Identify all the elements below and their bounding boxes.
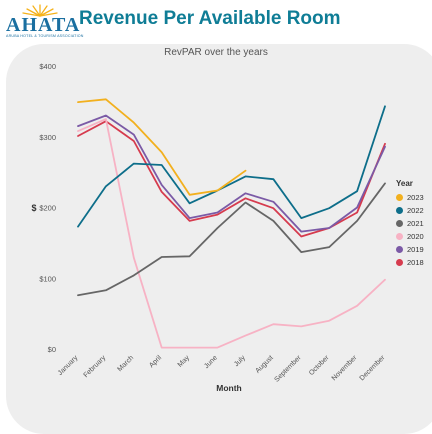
x-tick-label: May [177,354,192,369]
x-tick-label: September [274,354,304,384]
x-tick-label: July [233,354,247,368]
series-line-2019 [77,114,386,233]
header: AHATA ARUBA HOTEL & TOURISM ASSOCIATION … [0,0,432,44]
x-tick-label: August [254,354,274,374]
chart-title: RevPAR over the years [164,47,268,58]
y-tick-label: $200 [39,204,56,213]
y-tick-label: $0 [48,345,56,354]
legend-swatch [396,207,403,214]
legend-label: 2023 [407,193,424,202]
x-axis-label: Month [216,383,242,393]
x-tick-label: April [148,354,163,369]
series-line-2023 [77,98,247,196]
revpar-line-chart: $0 $100 $200 $300 $400 January February March A… [31,62,387,393]
legend-label: 2021 [407,219,424,228]
page-title: Revenue Per Available Room [79,8,341,29]
series-line-2018 [77,120,386,238]
legend-item-2021[interactable]: 2021 [396,217,432,230]
logo-text: AHATA [6,14,81,36]
y-axis-label: $ [31,203,36,213]
y-tick-label: $100 [39,274,56,283]
legend-item-2022[interactable]: 2022 [396,204,432,217]
x-tick-label: March [117,354,136,373]
y-tick-label: $400 [39,62,56,71]
legend-item-2019[interactable]: 2019 [396,243,432,256]
legend-swatch [396,233,403,240]
legend-item-2018[interactable]: 2018 [396,256,432,269]
legend-swatch [396,194,403,201]
legend-title: Year [396,179,413,188]
y-tick-label: $300 [39,133,56,142]
legend-swatch [396,246,403,253]
legend-item-2020[interactable]: 2020 [396,230,432,243]
chart-card [6,44,432,434]
x-tick-label: December [359,354,387,382]
legend-label: 2022 [407,206,424,215]
sun-logo-icon [22,4,58,17]
x-tick-label: June [203,354,219,370]
legend-label: 2019 [407,245,424,254]
legend-swatch [396,259,403,266]
x-tick-label: October [308,354,331,377]
logo-subtext: ARUBA HOTEL & TOURISM ASSOCIATION [6,34,84,38]
x-tick-label: February [83,354,108,379]
legend: Year 2023 2022 2021 2020 2019 2018 [396,179,432,269]
x-tick-label: January [57,354,80,377]
ahata-logo: AHATA ARUBA HOTEL & TOURISM ASSOCIATION [6,4,84,40]
legend-label: 2020 [407,232,424,241]
series-line-2020 [77,118,386,349]
legend-item-2023[interactable]: 2023 [396,191,432,204]
legend-swatch [396,220,403,227]
x-tick-label: November [331,354,359,382]
series-line-2021 [77,182,386,297]
series-line-2022 [77,105,386,228]
legend-label: 2018 [407,258,424,267]
